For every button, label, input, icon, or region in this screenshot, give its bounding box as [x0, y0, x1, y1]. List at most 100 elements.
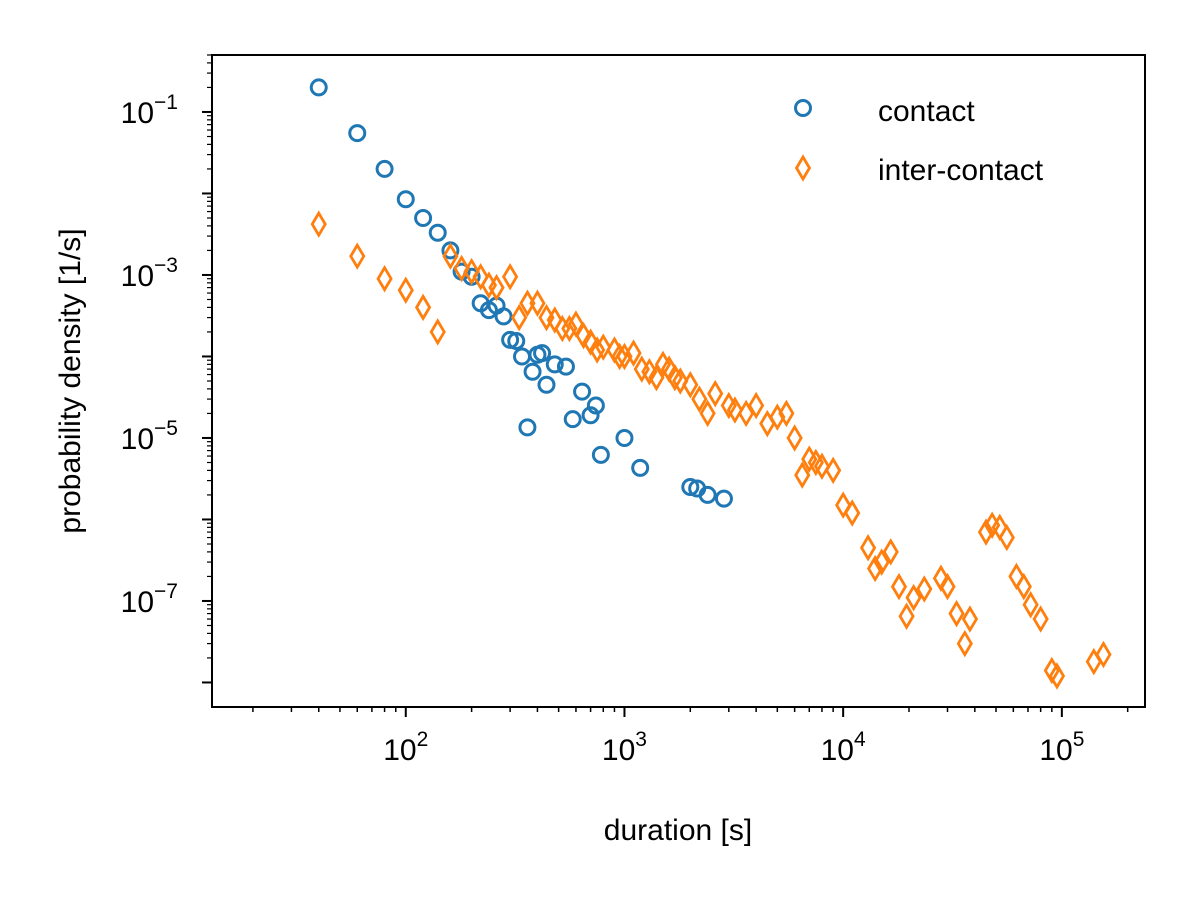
- data-point-inter-contact: [890, 572, 908, 601]
- data-point-inter-contact: [898, 602, 915, 630]
- data-point-inter-contact: [310, 210, 327, 238]
- data-point-inter-contact: [575, 321, 592, 350]
- legend-marker-inter-contact: [794, 154, 812, 182]
- data-point-inter-contact: [611, 342, 628, 371]
- series-contact: [309, 78, 733, 508]
- points-layer: [309, 78, 1112, 690]
- data-point-inter-contact: [511, 303, 528, 332]
- data-point-inter-contact: [748, 391, 765, 420]
- data-point-inter-contact: [1095, 640, 1112, 669]
- data-point-inter-contact: [595, 333, 612, 361]
- y-tick-label: 10−7: [121, 580, 178, 619]
- data-point-contact: [396, 190, 415, 209]
- data-point-contact: [581, 406, 600, 425]
- data-point-inter-contact: [554, 314, 571, 343]
- series-inter-contact: [310, 210, 1112, 690]
- data-point-contact: [523, 362, 542, 381]
- data-point-inter-contact: [866, 554, 884, 583]
- data-point-contact: [348, 124, 367, 143]
- data-point-inter-contact: [546, 306, 563, 334]
- data-point-inter-contact: [835, 491, 852, 519]
- data-point-contact: [537, 375, 556, 394]
- data-point-inter-contact: [376, 264, 393, 293]
- x-tick-label: 102: [383, 728, 428, 767]
- data-point-inter-contact: [825, 456, 842, 485]
- data-point-inter-contact: [948, 599, 965, 628]
- data-point-contact: [428, 223, 447, 242]
- data-point-inter-contact: [905, 583, 922, 612]
- x-tick-label: 105: [1039, 728, 1084, 767]
- x-tick-label: 103: [602, 728, 647, 767]
- legend: contact inter-contact: [794, 95, 1044, 187]
- data-point-inter-contact: [859, 533, 877, 562]
- y-tick-label: 10−5: [121, 417, 178, 456]
- data-point-inter-contact: [726, 396, 744, 424]
- data-point-contact: [563, 410, 582, 429]
- data-point-contact: [518, 418, 537, 437]
- data-point-inter-contact: [939, 572, 956, 601]
- data-point-contact: [309, 78, 328, 97]
- x-axis-label: duration [s]: [604, 814, 752, 847]
- data-point-inter-contact: [1022, 590, 1039, 619]
- data-point-inter-contact: [1032, 605, 1049, 633]
- data-point-contact: [494, 307, 513, 326]
- data-point-inter-contact: [672, 367, 689, 395]
- data-point-inter-contact: [582, 328, 599, 356]
- data-point-inter-contact: [463, 257, 480, 286]
- data-point-contact: [545, 355, 564, 374]
- data-point-inter-contact: [794, 461, 811, 489]
- data-point-inter-contact: [813, 452, 831, 480]
- data-point-contact: [586, 396, 605, 415]
- x-tick-label: 104: [821, 728, 866, 767]
- data-point-inter-contact: [1048, 662, 1066, 690]
- data-point-inter-contact: [737, 399, 755, 428]
- data-point-inter-contact: [453, 254, 470, 283]
- data-point-inter-contact: [961, 605, 979, 633]
- data-point-inter-contact: [397, 276, 414, 304]
- data-point-inter-contact: [956, 629, 973, 658]
- data-point-inter-contact: [641, 357, 658, 386]
- data-point-contact: [615, 428, 634, 447]
- y-tick-label: 10−1: [121, 91, 178, 130]
- legend-marker-inter-contact: [794, 154, 812, 182]
- data-point-inter-contact: [589, 336, 606, 364]
- data-point-inter-contact: [707, 379, 724, 408]
- data-point-inter-contact: [501, 263, 519, 291]
- data-point-inter-contact: [682, 370, 699, 399]
- data-point-contact: [591, 445, 610, 464]
- y-axis-label: probability density [1/s]: [54, 228, 87, 533]
- legend-marker-contact: [794, 99, 812, 117]
- data-point-inter-contact: [778, 399, 795, 428]
- legend-label-inter-contact: inter-contact: [878, 154, 1044, 187]
- data-point-inter-contact: [977, 518, 995, 546]
- data-point-inter-contact: [1015, 572, 1032, 601]
- data-point-inter-contact: [844, 499, 861, 527]
- data-point-contact: [631, 458, 650, 477]
- data-point-inter-contact: [561, 314, 578, 343]
- data-point-contact: [533, 344, 552, 363]
- legend-label-contact: contact: [878, 95, 975, 128]
- data-point-inter-contact: [691, 385, 708, 413]
- data-point-contact: [681, 478, 700, 497]
- data-point-contact: [556, 357, 575, 376]
- data-point-inter-contact: [349, 242, 366, 270]
- data-point-inter-contact: [998, 523, 1015, 552]
- data-point-inter-contact: [786, 424, 803, 452]
- y-axis: 10−1 10−3 10−5 10−7: [121, 54, 212, 684]
- data-point-contact: [698, 485, 717, 504]
- data-point-contact: [507, 331, 526, 350]
- x-axis: 102 103 104 105: [252, 707, 1129, 767]
- data-point-inter-contact: [625, 339, 642, 367]
- data-point-inter-contact: [769, 403, 786, 431]
- data-point-inter-contact: [414, 293, 432, 322]
- data-point-contact: [414, 209, 433, 227]
- data-point-contact: [714, 489, 733, 508]
- y-tick-label: 10−3: [121, 254, 178, 293]
- data-point-inter-contact: [429, 318, 446, 346]
- data-point-contact: [375, 159, 394, 178]
- data-point-contact: [573, 382, 592, 401]
- data-point-inter-contact: [916, 575, 933, 603]
- data-point-inter-contact: [442, 242, 459, 270]
